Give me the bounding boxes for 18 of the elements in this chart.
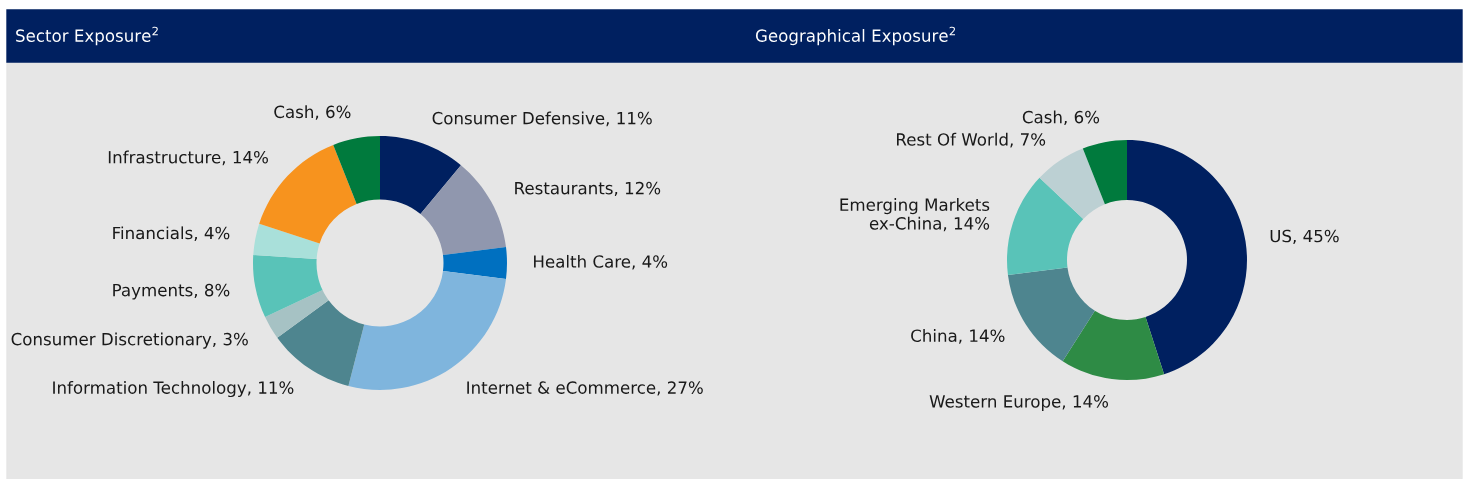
slice-label: China, 14%: [911, 329, 1005, 344]
slice-label: Consumer Discretionary, 3%: [11, 332, 248, 349]
slice-label: Financials, 4%: [113, 226, 230, 241]
slice-label: Payments, 8%: [113, 283, 230, 300]
slice-label: Emerging Markets ex-China, 14%: [840, 198, 990, 232]
slice-label: Western Europe, 14%: [929, 395, 1109, 411]
chart-title: Geographical Exposure$^{2}$: [755, 26, 956, 46]
slice-label: Consumer Defensive, 11%: [432, 111, 652, 127]
slice-label: Internet & eCommerce, 27%: [467, 381, 703, 396]
slice-label: Health Care, 4%: [534, 254, 668, 270]
chart-title: Sector Exposure$^{2}$: [16, 26, 158, 46]
slice-label: Restaurants, 12%: [515, 181, 661, 197]
slice-label: Rest Of World, 7%: [897, 132, 1046, 148]
slice-label: Cash, 6%: [274, 105, 351, 120]
slice-label: US, 45%: [1270, 229, 1339, 245]
slice-label: Cash, 6%: [1022, 110, 1100, 126]
slice-label: Infrastructure, 14%: [108, 150, 268, 166]
slice-label: Information Technology, 11%: [53, 380, 294, 398]
